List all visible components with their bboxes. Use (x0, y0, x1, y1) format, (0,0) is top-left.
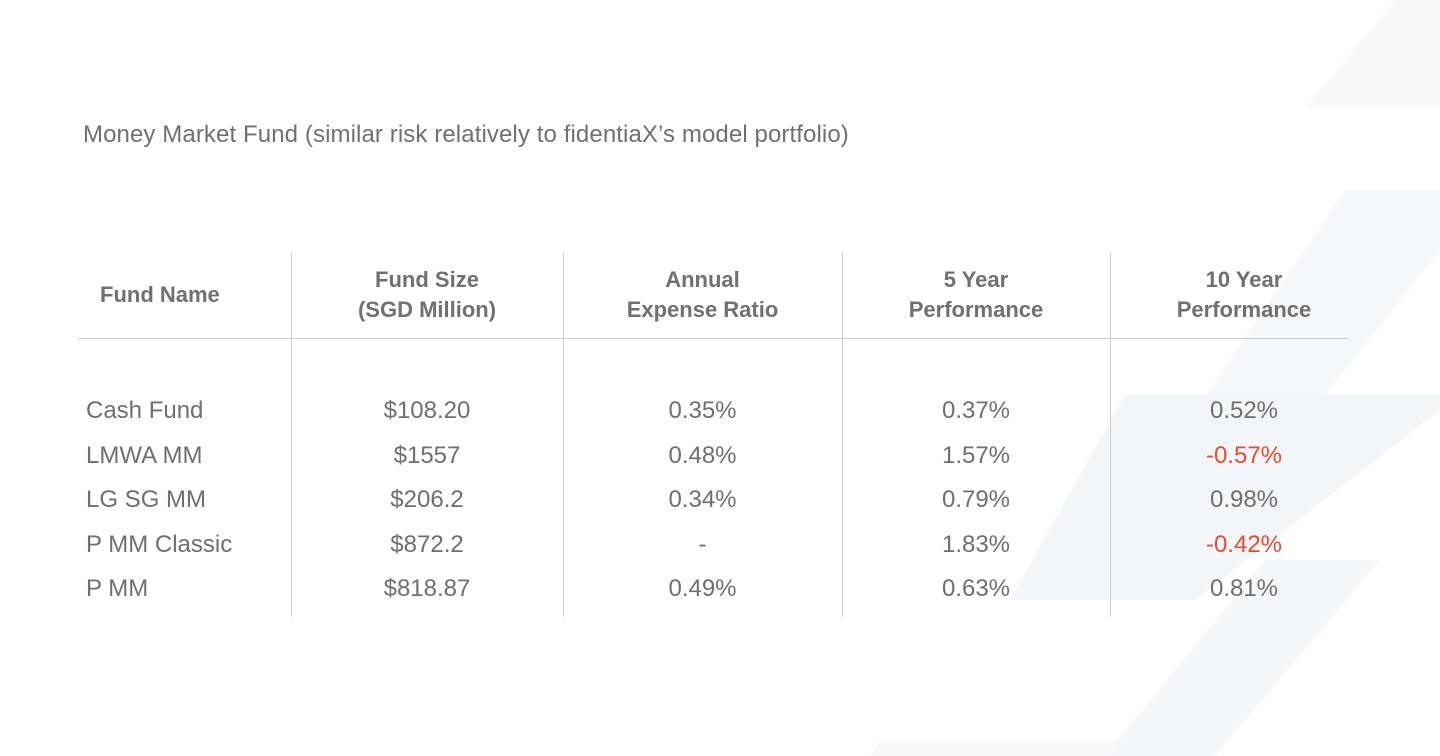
header-line: 5 Year (943, 267, 1009, 292)
column-divider (842, 252, 843, 617)
column-divider (291, 252, 292, 617)
watermark-shape-top (1305, 0, 1440, 108)
fund-comparison-table: Fund Name Fund Size (SGD Million) Annual… (78, 252, 1348, 617)
header-fund-size: Fund Size (SGD Million) (291, 252, 563, 338)
cell-5-year-performance: 0.63% (941, 575, 1011, 602)
cell-expense-ratio: - (698, 531, 707, 558)
header-5-year-performance: 5 Year Performance (842, 252, 1110, 338)
cell-fund-size: $872.2 (390, 531, 464, 558)
header-line: Performance (908, 297, 1044, 322)
cell-expense-ratio: 0.35% (668, 397, 737, 424)
cell-fund-name: LMWA MM (86, 442, 203, 469)
table-row: LG SG MM $206.2 0.34% 0.79% 0.98% (78, 478, 1348, 522)
header-line: (SGD Million) (357, 297, 497, 322)
column-divider (1110, 252, 1111, 617)
cell-expense-ratio: 0.49% (668, 575, 737, 602)
cell-fund-size: $206.2 (390, 486, 464, 513)
header-line: Fund Size (375, 267, 479, 292)
cell-fund-name: Cash Fund (86, 397, 204, 424)
cell-fund-name: P MM Classic (86, 531, 233, 558)
header-line: 10 Year (1205, 267, 1283, 292)
cell-10-year-performance: -0.42% (1205, 531, 1283, 558)
cell-expense-ratio: 0.48% (668, 442, 737, 469)
header-10-year-performance: 10 Year Performance (1110, 252, 1378, 338)
table-row: Cash Fund $108.20 0.35% 0.37% 0.52% (78, 389, 1348, 433)
cell-10-year-performance: 0.52% (1209, 397, 1279, 424)
header-fund-name: Fund Name (78, 252, 291, 338)
table-row: LMWA MM $1557 0.48% 1.57% -0.57% (78, 434, 1348, 478)
table-row: P MM $818.87 0.49% 0.63% 0.81% (78, 567, 1348, 611)
cell-10-year-performance: -0.57% (1205, 442, 1283, 469)
cell-10-year-performance: 0.98% (1209, 486, 1279, 513)
header-divider (78, 338, 1348, 339)
cell-5-year-performance: 0.79% (941, 486, 1011, 513)
cell-5-year-performance: 1.57% (941, 442, 1011, 469)
watermark-shape-corner (870, 740, 1120, 756)
cell-fund-name: LG SG MM (86, 486, 207, 513)
cell-fund-size: $1557 (393, 442, 461, 469)
cell-10-year-performance: 0.81% (1209, 575, 1279, 602)
header-line: Fund Name (100, 282, 220, 307)
table-row: P MM Classic $872.2 - 1.83% -0.42% (78, 523, 1348, 567)
header-expense-ratio: Annual Expense Ratio (563, 252, 842, 338)
cell-fund-name: P MM (86, 575, 149, 602)
header-line: Performance (1176, 297, 1312, 322)
cell-expense-ratio: 0.34% (668, 486, 737, 513)
cell-fund-size: $818.87 (383, 575, 471, 602)
page-title: Money Market Fund (similar risk relative… (83, 121, 849, 148)
cell-fund-size: $108.20 (383, 397, 471, 424)
cell-5-year-performance: 0.37% (941, 397, 1011, 424)
column-divider (563, 252, 564, 617)
cell-5-year-performance: 1.83% (941, 531, 1011, 558)
header-line: Expense Ratio (626, 297, 779, 322)
header-line: Annual (665, 267, 740, 292)
